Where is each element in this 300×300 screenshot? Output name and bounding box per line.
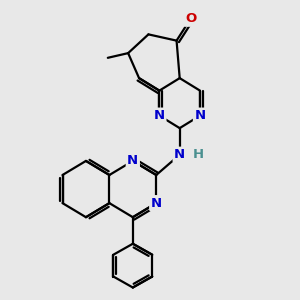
Text: O: O	[185, 12, 196, 25]
Text: H: H	[193, 148, 204, 161]
Text: N: N	[127, 154, 138, 167]
Text: N: N	[194, 109, 206, 122]
Text: N: N	[174, 148, 185, 161]
Text: N: N	[151, 196, 162, 210]
Text: N: N	[154, 109, 165, 122]
